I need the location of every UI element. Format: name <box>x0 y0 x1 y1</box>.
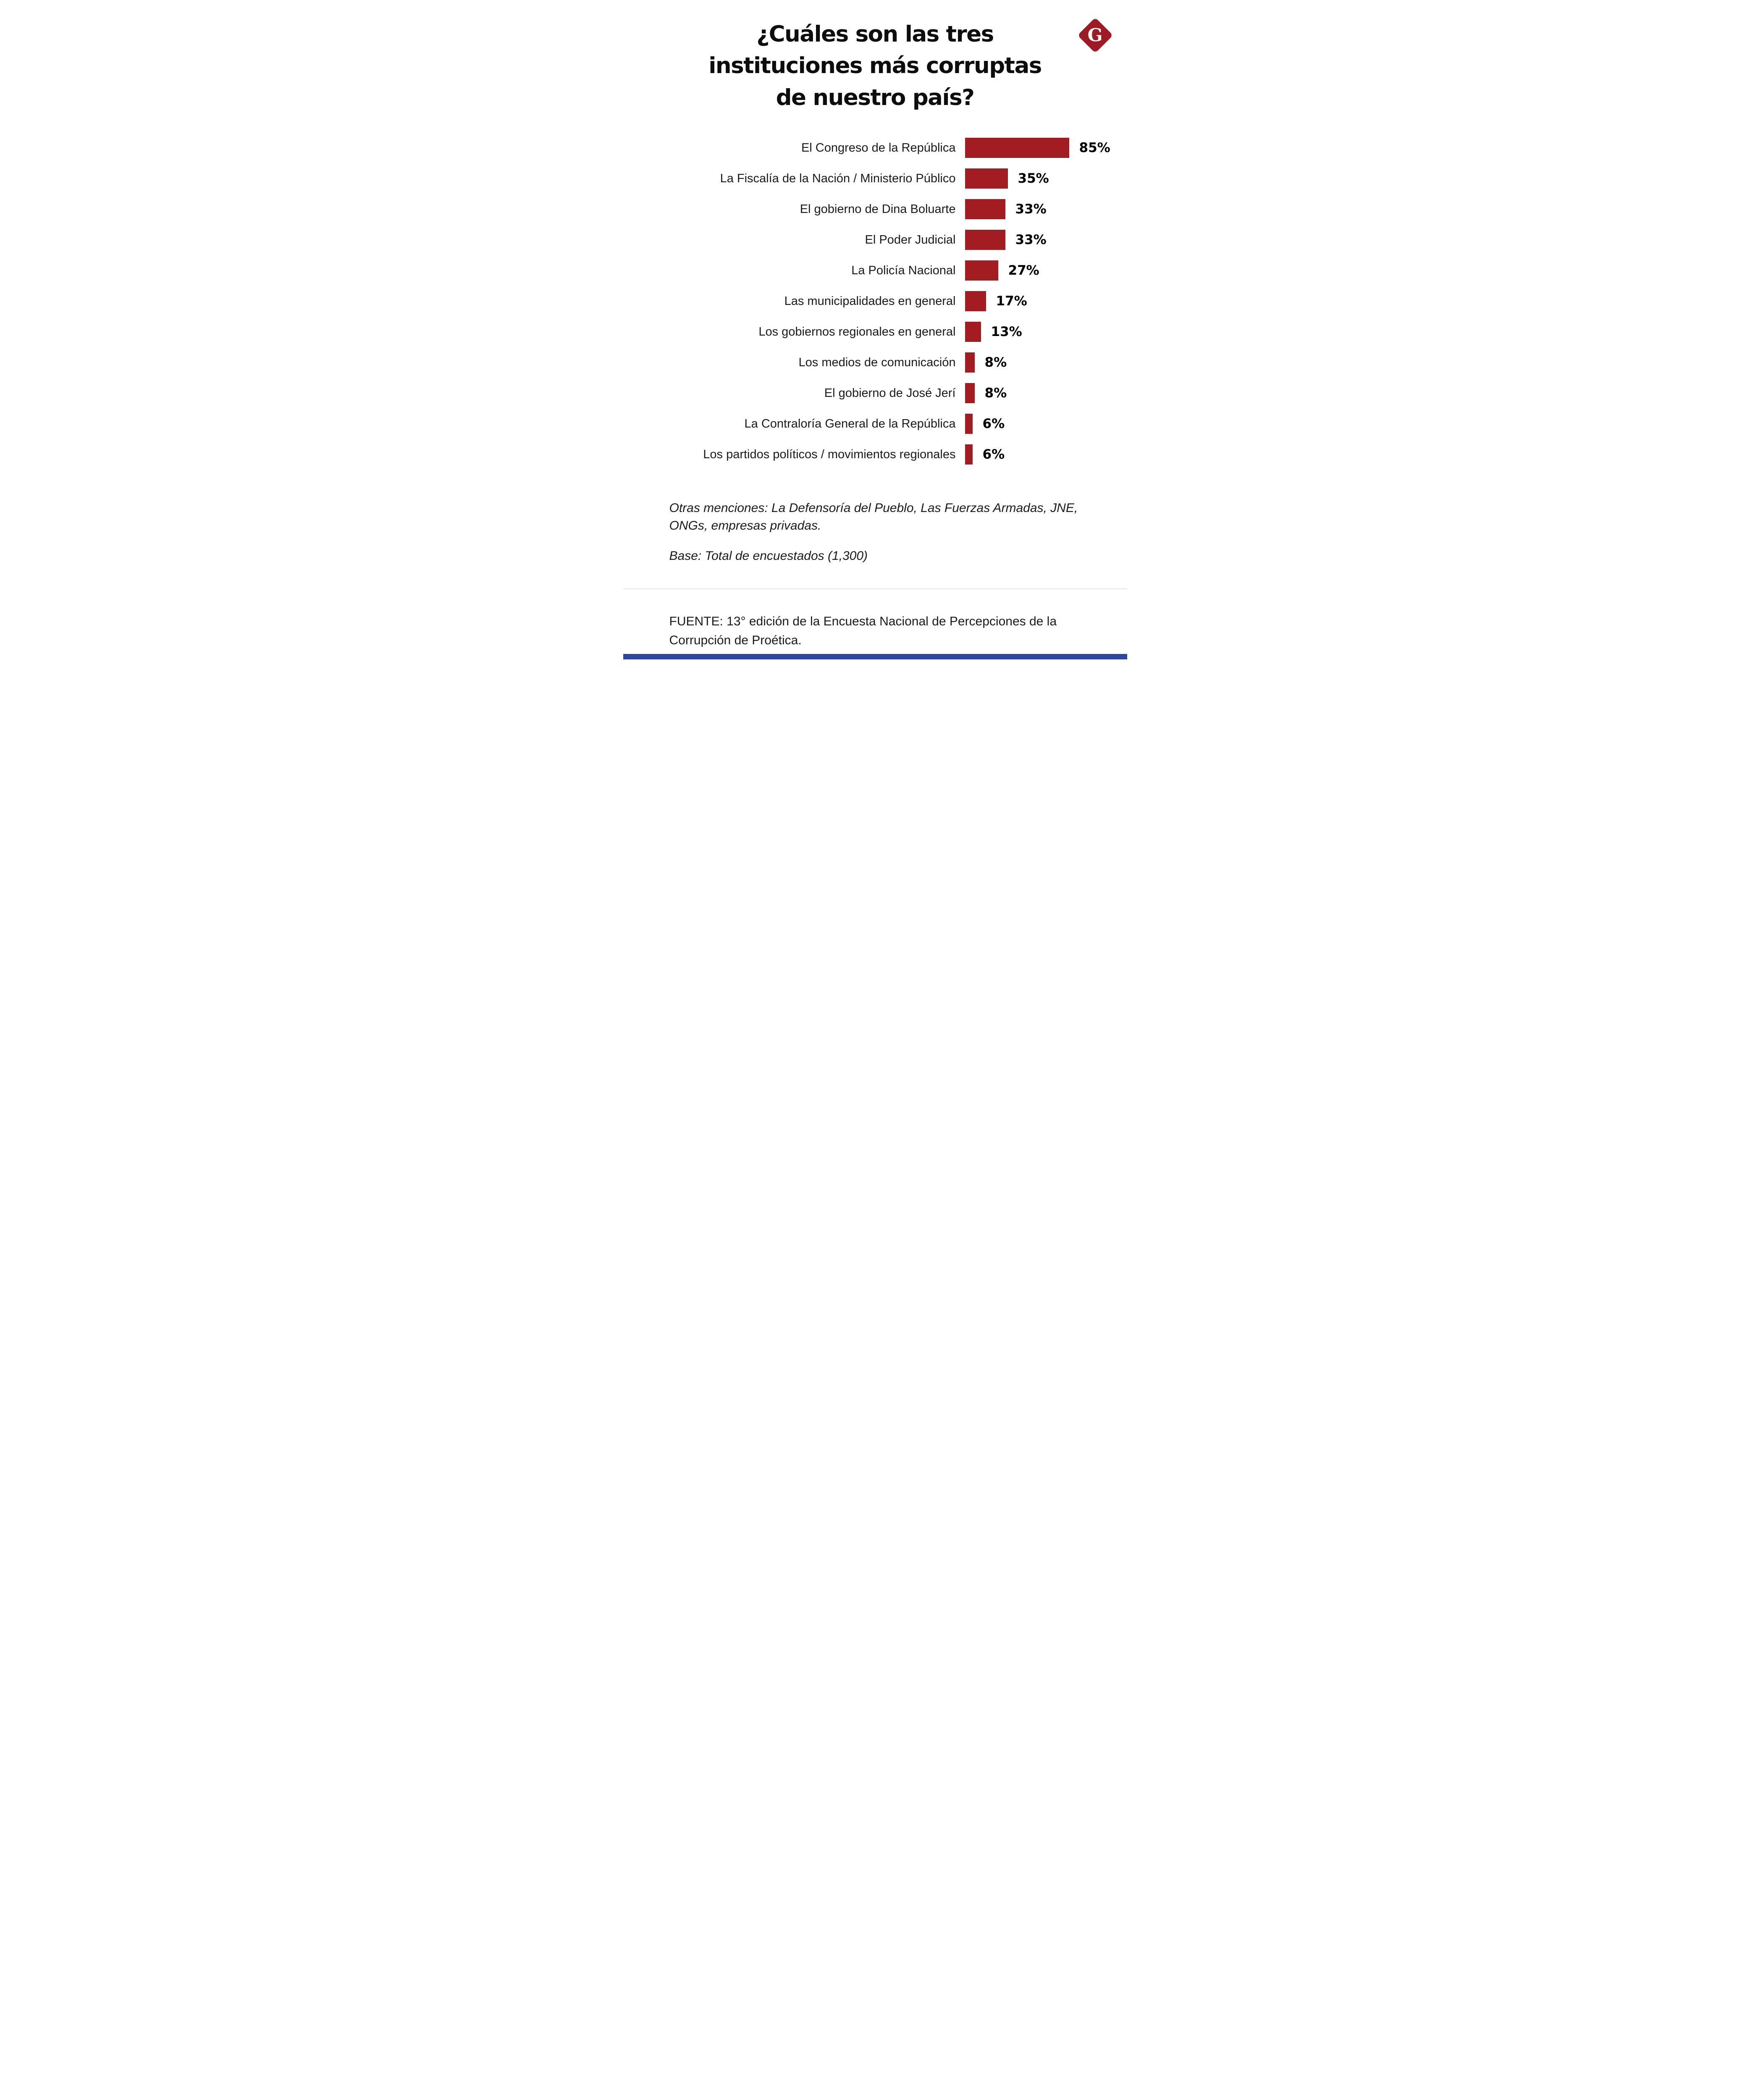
bar-label: El Poder Judicial <box>865 233 956 247</box>
bar-rows: El Congreso de la República 85% La Fisca… <box>623 133 1127 470</box>
bar-label: Las municipalidades en general <box>784 294 956 308</box>
bar-row: Los medios de comunicación 8% <box>623 347 1127 378</box>
page-title: ¿Cuáles son las tres instituciones más c… <box>623 18 1127 113</box>
bar-label: El gobierno de Dina Boluarte <box>800 202 956 216</box>
bar <box>965 260 998 281</box>
bar-and-value: 35% <box>965 168 1049 189</box>
bar-value: 33% <box>1015 232 1047 248</box>
bar <box>965 168 1008 189</box>
title-line-3: de nuestro país? <box>776 84 975 110</box>
note-base: Base: Total de encuestados (1,300) <box>669 549 868 563</box>
bar-and-value: 33% <box>965 230 1047 250</box>
bar-value: 35% <box>1018 171 1049 186</box>
bar-row: El Congreso de la República 85% <box>623 133 1127 163</box>
bottom-accent-bar <box>623 654 1127 659</box>
source-text: FUENTE: 13° edición de la Encuesta Nacio… <box>669 614 1057 647</box>
bar-and-value: 27% <box>965 260 1039 281</box>
bar-row: Los partidos políticos / movimientos reg… <box>623 439 1127 470</box>
bar-row: Las municipalidades en general 17% <box>623 286 1127 317</box>
bar-chart: El Congreso de la República 85% La Fisca… <box>623 133 1127 470</box>
bar-and-value: 85% <box>965 138 1110 158</box>
bar-row: La Fiscalía de la Nación / Ministerio Pú… <box>623 163 1127 194</box>
bar-label: Los gobiernos regionales en general <box>758 325 956 339</box>
bar-value: 8% <box>984 355 1007 370</box>
bar <box>965 230 1005 250</box>
bar-and-value: 8% <box>965 383 1007 404</box>
bar-row: La Policía Nacional 27% <box>623 255 1127 286</box>
bar-value: 17% <box>996 294 1027 309</box>
logo-letter-g: G <box>1087 25 1103 45</box>
bar-value: 13% <box>991 324 1022 340</box>
bar-label: La Policía Nacional <box>851 263 956 277</box>
bar-value: 6% <box>982 447 1005 462</box>
bar <box>965 199 1005 220</box>
bar-label: Los medios de comunicación <box>798 355 956 369</box>
bar <box>965 138 1069 158</box>
bar-value: 27% <box>1008 263 1039 278</box>
gestion-logo: G <box>1077 17 1114 54</box>
note-other-mentions: Otras menciones: La Defensoría del Puebl… <box>669 501 1078 533</box>
bar-and-value: 8% <box>965 352 1007 373</box>
bar <box>965 414 973 434</box>
bar-value: 6% <box>982 416 1005 432</box>
bar <box>965 352 975 373</box>
bar-and-value: 33% <box>965 199 1047 220</box>
bar-row: El gobierno de Dina Boluarte 33% <box>623 194 1127 225</box>
bar <box>965 322 981 342</box>
bar-value: 85% <box>1079 140 1110 156</box>
bar-label: La Fiscalía de la Nación / Ministerio Pú… <box>720 171 956 185</box>
bar-value: 33% <box>1015 202 1047 217</box>
bar <box>965 444 973 465</box>
bar <box>965 291 986 312</box>
bar-label: El gobierno de José Jerí <box>824 386 956 400</box>
bar-row: El gobierno de José Jerí 8% <box>623 378 1127 409</box>
bar-value: 8% <box>984 386 1007 401</box>
bar-and-value: 6% <box>965 444 1005 465</box>
bar-and-value: 17% <box>965 291 1027 312</box>
infographic-page: G ¿Cuáles son las tres instituciones más… <box>623 0 1127 659</box>
bar-row: El Poder Judicial 33% <box>623 225 1127 255</box>
bar-row: Los gobiernos regionales en general 13% <box>623 317 1127 347</box>
notes-section: Otras menciones: La Defensoría del Puebl… <box>669 499 1094 565</box>
bar-and-value: 13% <box>965 322 1022 342</box>
bar <box>965 383 975 404</box>
bar-label: La Contraloría General de la República <box>744 417 956 430</box>
bar-label: Los partidos políticos / movimientos reg… <box>703 447 956 461</box>
bar-row: La Contraloría General de la República 6… <box>623 409 1127 439</box>
divider-line <box>623 588 1127 589</box>
title-line-1: ¿Cuáles son las tres <box>756 21 994 47</box>
title-line-2: instituciones más corruptas <box>708 53 1042 79</box>
bar-and-value: 6% <box>965 414 1005 434</box>
bar-label: El Congreso de la República <box>801 141 956 155</box>
